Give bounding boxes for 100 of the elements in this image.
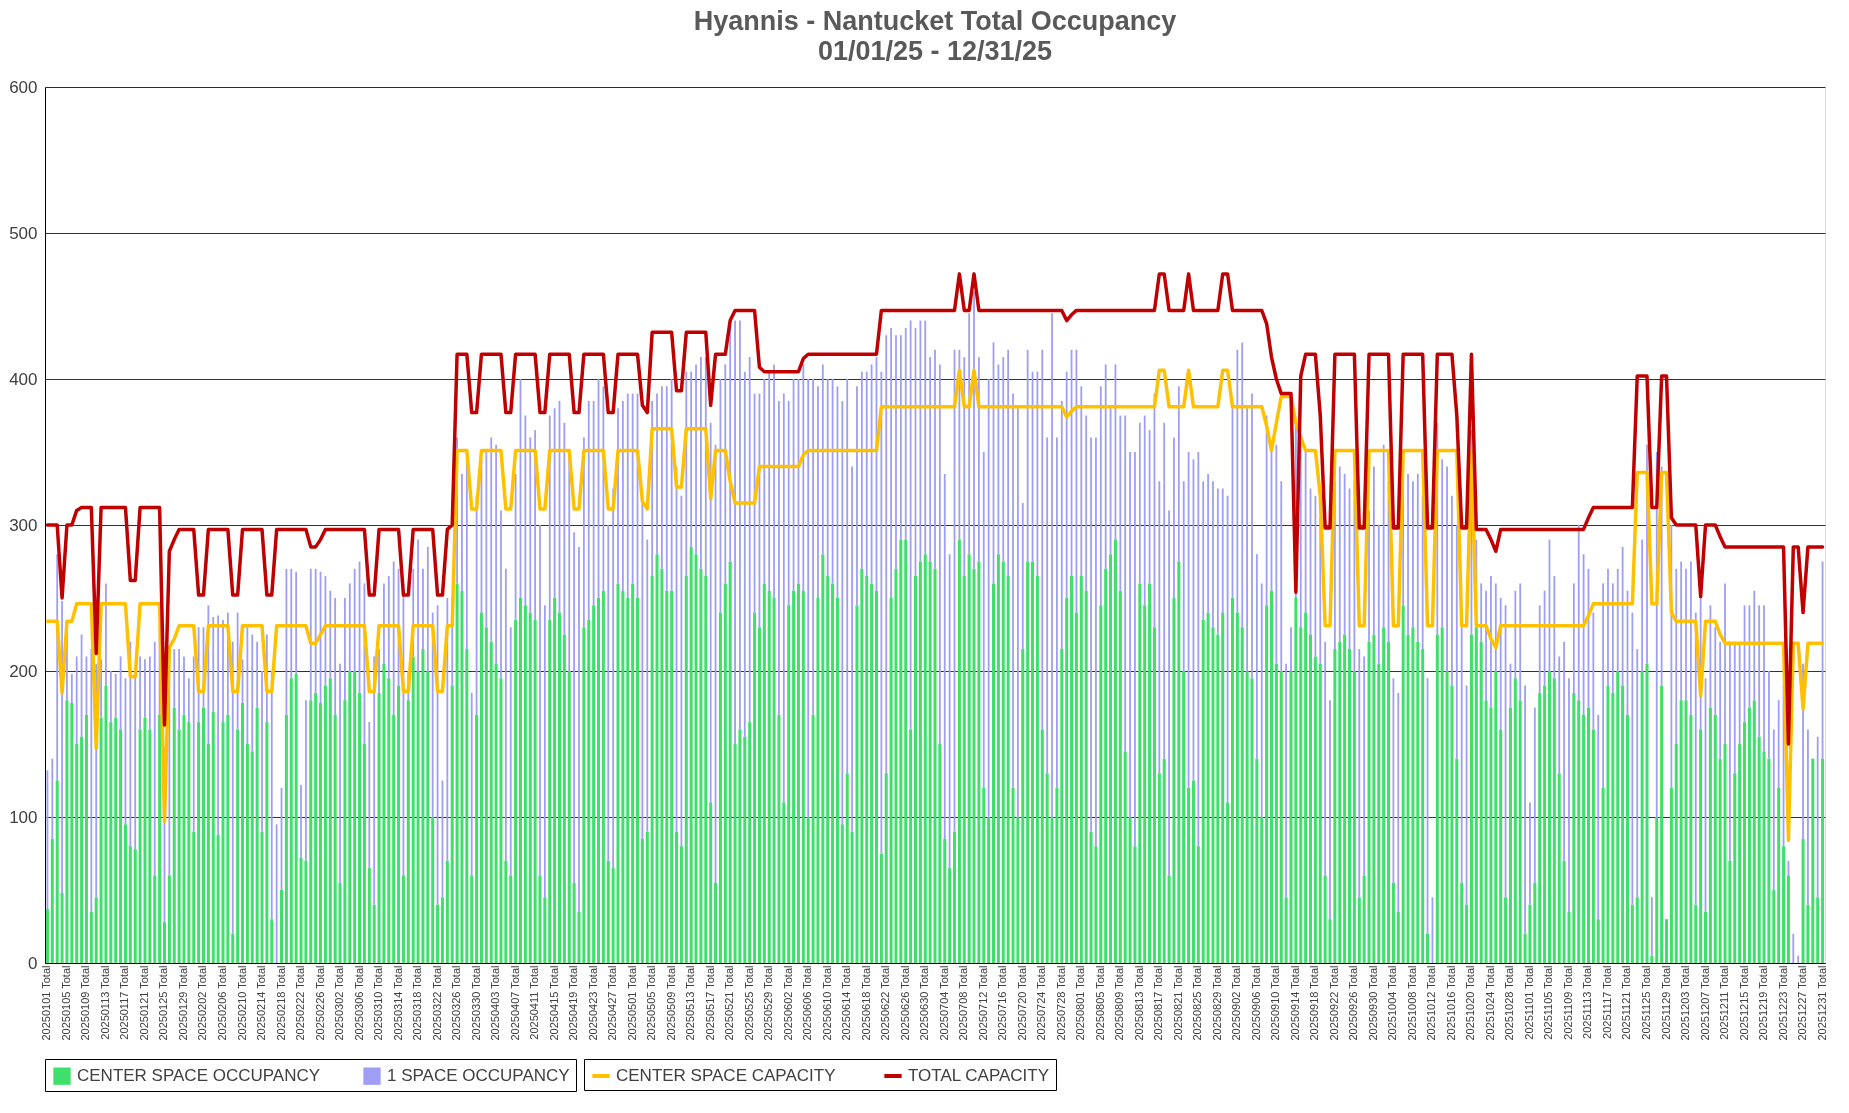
x-tick-label: 20250222 Total <box>294 965 307 1041</box>
legend-label: CENTER SPACE CAPACITY <box>616 1066 836 1085</box>
x-tick-label: 20250521 Total <box>723 965 736 1041</box>
x-tick-label: 20250602 Total <box>781 965 794 1041</box>
x-tick-label: 20251028 Total <box>1503 965 1516 1041</box>
x-tick-label: 20250314 Total <box>391 965 404 1041</box>
x-tick-label: 20250302 Total <box>333 965 346 1041</box>
x-tick-label: 20251211 Total <box>1718 965 1731 1040</box>
x-tick-label: 20250411 Total <box>528 965 541 1040</box>
x-tick-label: 20250614 Total <box>840 965 853 1041</box>
x-tick-label: 20250825 Total <box>1191 965 1204 1041</box>
x-tick-label: 20250407 Total <box>508 965 521 1041</box>
x-tick-label: 20250214 Total <box>255 965 268 1041</box>
x-tick-label: 20250914 Total <box>1288 965 1301 1041</box>
x-tick-label: 20250704 Total <box>937 965 950 1041</box>
x-tick-label: 20250129 Total <box>176 965 189 1041</box>
x-tick-label: 20250501 Total <box>625 965 638 1041</box>
x-tick-label: 20250206 Total <box>216 965 228 1041</box>
x-tick-label: 20250525 Total <box>742 965 755 1041</box>
x-tick-label: 20251004 Total <box>1386 965 1399 1041</box>
x-tick-label: 20250817 Total <box>1152 965 1165 1041</box>
x-tick-label: 20250918 Total <box>1308 965 1321 1041</box>
x-tick-label: 20251016 Total <box>1444 965 1457 1041</box>
legend-label: TOTAL CAPACITY <box>908 1066 1050 1085</box>
y-tick-label: 0 <box>28 953 38 973</box>
x-tick-label: 20250306 Total <box>352 965 365 1041</box>
x-tick-label: 20251129 Total <box>1659 965 1672 1040</box>
x-tick-label: 20251020 Total <box>1464 965 1477 1041</box>
x-tick-label: 20250902 Total <box>1230 965 1243 1041</box>
x-tick-label: 20250813 Total <box>1132 965 1145 1041</box>
x-tick-label: 20250330 Total <box>469 965 482 1041</box>
x-tick-label: 20250326 Total <box>450 965 463 1041</box>
x-tick-label: 20250202 Total <box>196 965 209 1041</box>
x-tick-label: 20250322 Total <box>430 965 443 1041</box>
y-tick-label: 100 <box>9 807 38 827</box>
x-tick-label: 20250101 Total <box>40 965 53 1041</box>
chart-subtitle: 01/01/25 - 12/31/25 <box>817 36 1053 66</box>
x-tick-label: 20251105 Total <box>1542 965 1555 1040</box>
y-tick-label: 500 <box>9 223 38 243</box>
x-tick-label: 20251121 Total <box>1620 965 1633 1040</box>
x-tick-label: 20250121 Total <box>137 965 150 1041</box>
x-tick-label: 20251223 Total <box>1776 965 1789 1041</box>
x-tick-label: 20250606 Total <box>801 965 814 1041</box>
x-tick-label: 20250218 Total <box>274 965 287 1041</box>
x-tick-label: 20250210 Total <box>235 965 248 1041</box>
x-tick-label: 20250513 Total <box>684 965 697 1041</box>
x-tick-label: 20250801 Total <box>1074 965 1087 1041</box>
x-tick-label: 20250113 Total <box>98 965 111 1040</box>
x-tick-label: 20250419 Total <box>567 965 580 1041</box>
y-tick-label: 400 <box>9 369 38 389</box>
x-tick-label: 20250105 Total <box>59 965 72 1041</box>
legend-label: CENTER SPACE OCCUPANCY <box>77 1066 321 1086</box>
x-tick-label: 20250610 Total <box>820 965 833 1041</box>
x-tick-label: 20250724 Total <box>1035 965 1048 1041</box>
x-tick-label: 20250310 Total <box>372 965 385 1041</box>
x-tick-label: 20251125 Total <box>1640 965 1652 1040</box>
x-tick-label: 20251024 Total <box>1483 965 1496 1041</box>
x-tick-label: 20251227 Total <box>1796 965 1809 1041</box>
x-tick-label: 20250906 Total <box>1249 965 1262 1041</box>
legend-label: 1 SPACE OCCUPANCY <box>387 1066 570 1086</box>
x-tick-label: 20250716 Total <box>996 965 1009 1041</box>
x-tick-label: 20251008 Total <box>1405 965 1418 1041</box>
y-tick-label: 300 <box>9 515 38 535</box>
x-tick-label: 20250403 Total <box>489 965 502 1041</box>
x-tick-label: 20250117 Total <box>118 965 131 1040</box>
x-tick-label: 20250125 Total <box>157 965 170 1041</box>
chart-title: Hyannis - Nantucket Total Occupancy <box>693 6 1177 36</box>
x-tick-label: 20250922 Total <box>1327 965 1340 1041</box>
x-tick-label: 20250821 Total <box>1171 965 1184 1041</box>
x-tick-label: 20250505 Total <box>645 965 658 1041</box>
x-tick-label: 20251231 Total <box>1815 965 1828 1041</box>
x-tick-label: 20251203 Total <box>1679 965 1692 1041</box>
x-tick-label: 20250926 Total <box>1347 965 1360 1041</box>
x-tick-label: 20250630 Total <box>918 965 931 1041</box>
x-tick-label: 20250509 Total <box>664 965 677 1041</box>
x-tick-label: 20250517 Total <box>703 965 716 1041</box>
x-tick-label: 20250529 Total <box>762 965 775 1041</box>
x-tick-label: 20250805 Total <box>1093 965 1106 1041</box>
x-tick-label: 20250910 Total <box>1269 965 1282 1041</box>
y-tick-label: 200 <box>9 661 38 681</box>
x-tick-label: 20250622 Total <box>879 965 892 1041</box>
x-tick-label: 20250708 Total <box>957 965 970 1041</box>
x-tick-label: 20250930 Total <box>1366 965 1379 1041</box>
x-tick-label: 20251207 Total <box>1698 965 1711 1041</box>
x-tick-label: 20250415 Total <box>547 965 560 1041</box>
x-tick-label: 20250318 Total <box>411 965 424 1041</box>
x-tick-label: 20251215 Total <box>1737 965 1750 1041</box>
x-tick-label: 20251109 Total <box>1561 965 1574 1040</box>
x-tick-label: 20250427 Total <box>606 965 619 1041</box>
x-tick-label: 20250626 Total <box>898 965 911 1041</box>
x-tick-label: 20250226 Total <box>313 965 326 1041</box>
x-tick-label: 20250809 Total <box>1113 965 1126 1041</box>
x-tick-label: 20251219 Total <box>1757 965 1770 1041</box>
x-tick-label: 20250712 Total <box>976 965 989 1041</box>
x-tick-label: 20250728 Total <box>1054 965 1067 1041</box>
x-tick-label: 20251012 Total <box>1425 965 1438 1041</box>
x-tick-label: 20251113 Total <box>1581 965 1594 1039</box>
x-tick-label: 20250618 Total <box>859 965 872 1041</box>
x-tick-label: 20250720 Total <box>1015 965 1028 1041</box>
x-tick-label: 20251101 Total <box>1522 965 1535 1040</box>
